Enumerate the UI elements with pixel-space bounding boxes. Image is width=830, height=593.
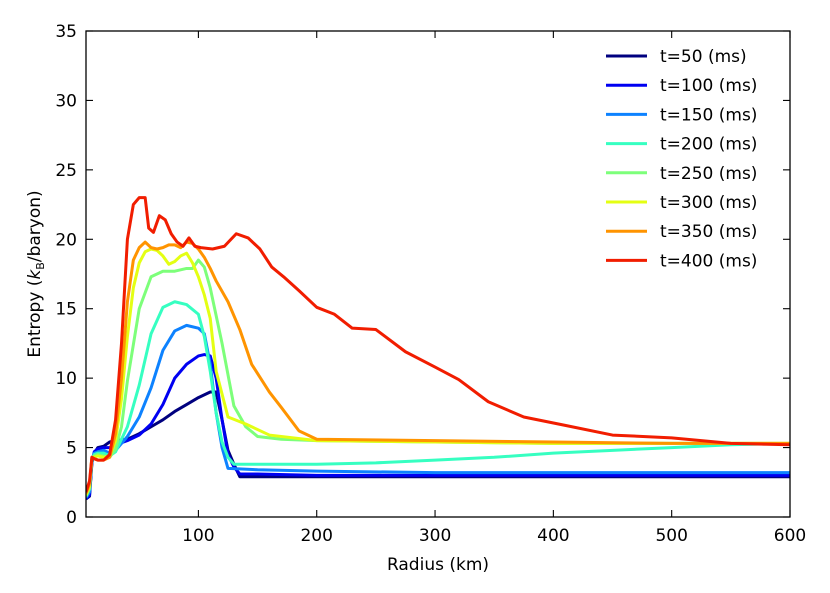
y-axis-label-prefix: Entropy (: [25, 280, 45, 358]
series-line-8: [86, 196, 790, 493]
y-tick-label: 10: [55, 369, 77, 389]
legend-label-5: t=250 (ms): [660, 164, 757, 184]
x-axis-label: Radius (km): [387, 555, 489, 575]
y-tick-label: 0: [66, 508, 77, 528]
legend-label-2: t=100 (ms): [660, 76, 757, 96]
legend-label-7: t=350 (ms): [660, 222, 757, 242]
series-layer: [86, 196, 790, 501]
x-tick-label: 600: [774, 526, 806, 546]
y-axis-label-k: k: [25, 269, 45, 280]
y-tick-label: 20: [55, 230, 77, 250]
y-axis-label: Entropy (kB/baryon): [25, 190, 47, 357]
series-line-6: [86, 247, 790, 496]
x-tick-label: 200: [300, 526, 332, 546]
y-tick-label: 15: [55, 300, 77, 320]
series-line-2: [86, 353, 790, 500]
plot-frame: [85, 30, 791, 518]
y-axis-label-suffix: /baryon): [25, 190, 45, 262]
series-line-7: [86, 240, 790, 494]
series-line-3: [86, 323, 790, 499]
x-tick-label: 100: [182, 526, 214, 546]
legend-label-1: t=50 (ms): [660, 47, 747, 67]
y-axis-label-sub: B: [34, 262, 47, 270]
legend-label-4: t=200 (ms): [660, 135, 757, 155]
legend: t=50 (ms) t=100 (ms) t=150 (ms) t=200 (ms) t…: [606, 47, 757, 271]
x-tick-label: 400: [537, 526, 569, 546]
x-tick-label: 500: [655, 526, 687, 546]
y-tick-label: 35: [55, 22, 77, 42]
y-tick-label: 30: [55, 91, 77, 111]
y-tick-label: 25: [55, 161, 77, 181]
legend-label-6: t=300 (ms): [660, 193, 757, 213]
series-line-4: [86, 300, 790, 497]
legend-label-8: t=400 (ms): [660, 251, 757, 271]
legend-label-3: t=150 (ms): [660, 105, 757, 125]
tick-layer: 100 200 300 400 500 600 0 5 10 15 20 25 30 35: [55, 22, 806, 546]
y-tick-label: 5: [66, 439, 77, 459]
x-tick-label: 300: [419, 526, 451, 546]
